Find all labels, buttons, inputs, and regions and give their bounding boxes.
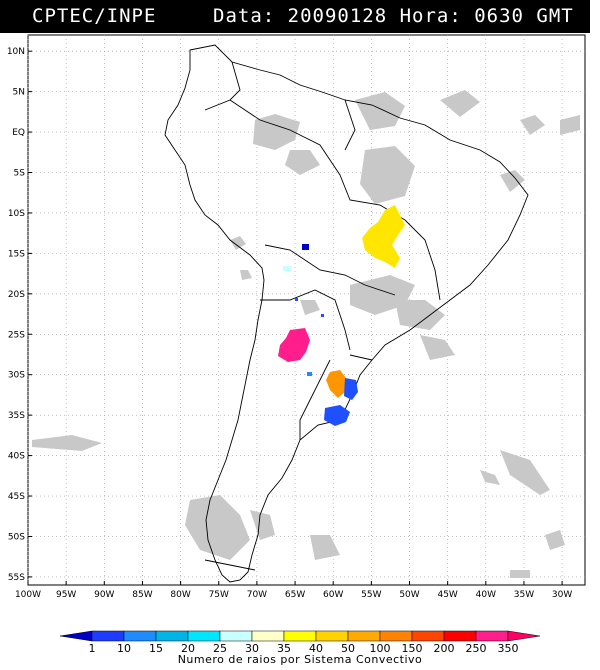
lat-label: 25S — [8, 330, 25, 340]
lon-label: 30W — [552, 590, 572, 600]
legend-value: 100 — [370, 642, 391, 653]
lon-label: 70W — [247, 590, 267, 600]
lat-label: 40S — [8, 452, 25, 462]
lon-label: 80W — [170, 590, 190, 600]
magenta-cluster — [278, 328, 310, 362]
lat-label: 15S — [8, 249, 25, 259]
legend-swatch — [59, 630, 93, 642]
lightning-map: 10N5NEQ5S10S15S20S25S30S35S40S45S50S55S … — [7, 34, 586, 600]
latitude-labels: 10N 5N EQ 5S 10S 15S 20S 25S 30S 35S 40S 45S 50S 55S — [7, 47, 32, 583]
legend-swatch — [507, 630, 541, 642]
legend-swatch — [475, 630, 509, 642]
title-bar: CPTEC/INPE Data: 20090128 Hora: 0630 GMT — [0, 0, 590, 33]
legend-swatch — [91, 630, 125, 642]
lat-label: 10S — [8, 209, 25, 219]
legend-value: 350 — [498, 642, 519, 653]
legend-value: 200 — [434, 642, 455, 653]
lat-label: 10N — [7, 47, 25, 57]
lat-label: 30S — [8, 371, 25, 381]
legend-swatch — [187, 630, 221, 642]
lon-label: 55W — [361, 590, 381, 600]
small-cyan-cell — [283, 266, 292, 271]
legend-value: 10 — [117, 642, 131, 653]
legend-value: 250 — [466, 642, 487, 653]
small-blue-cell-3 — [321, 314, 324, 317]
lat-label: 50S — [8, 532, 25, 542]
lon-label: 95W — [56, 590, 76, 600]
lat-label: 35S — [8, 411, 25, 421]
legend-swatch — [155, 630, 189, 642]
legend-value: 40 — [309, 642, 323, 653]
legend-swatch — [283, 630, 317, 642]
date-time: Data: 20090128 Hora: 0630 GMT — [213, 5, 574, 27]
lat-label: 5S — [14, 169, 26, 179]
lon-label: 50W — [399, 590, 419, 600]
legend-swatch — [315, 630, 349, 642]
legend-value: 150 — [402, 642, 423, 653]
legend-swatch — [123, 630, 157, 642]
legend-swatch — [411, 630, 445, 642]
lat-label: 55S — [8, 573, 25, 583]
lat-label: 20S — [8, 290, 25, 300]
legend-swatch — [251, 630, 285, 642]
legend-value: 20 — [181, 642, 195, 653]
blue-cluster-south — [324, 405, 350, 426]
legend-value: 25 — [213, 642, 227, 653]
small-blue-cell-2 — [295, 298, 298, 301]
lon-label: 75W — [209, 590, 229, 600]
lightning-clusters — [278, 205, 405, 426]
orange-cluster — [326, 370, 346, 398]
gridlines — [27, 35, 585, 585]
lon-label: 100W — [15, 590, 41, 600]
color-legend: 1 10 15 20 25 30 35 40 50 100 150 200 250 350 — [59, 630, 541, 653]
legend-swatch — [347, 630, 381, 642]
lat-label: EQ — [12, 128, 25, 138]
yellow-cluster — [362, 205, 405, 268]
legend-value: 1 — [89, 642, 96, 653]
agency-title: CPTEC/INPE — [32, 5, 157, 27]
legend-value: 35 — [277, 642, 291, 653]
lat-label: 45S — [8, 492, 25, 502]
legend-swatch — [379, 630, 413, 642]
small-blue-cell-4 — [307, 372, 312, 376]
legend-value: 50 — [341, 642, 355, 653]
legend-swatch — [219, 630, 253, 642]
lon-label: 65W — [285, 590, 305, 600]
lat-label: 5N — [13, 88, 25, 98]
legend-caption: Numero de raios por Sistema Convectivo — [177, 653, 423, 666]
cloud-cover — [32, 90, 580, 578]
coastline — [164, 44, 529, 583]
lon-label: 85W — [132, 590, 152, 600]
small-blue-cell — [302, 244, 309, 250]
lon-label: 60W — [323, 590, 343, 600]
lon-label: 35W — [514, 590, 534, 600]
legend-value: 15 — [149, 642, 163, 653]
lon-label: 45W — [437, 590, 457, 600]
lon-label: 40W — [476, 590, 496, 600]
legend-swatch — [443, 630, 477, 642]
legend-value: 30 — [245, 642, 259, 653]
longitude-labels: 100W 95W 90W 85W 80W 75W 70W 65W 60W 55W 50W 45W 40W… — [15, 581, 572, 600]
blue-cluster — [344, 378, 358, 400]
lon-label: 90W — [94, 590, 114, 600]
